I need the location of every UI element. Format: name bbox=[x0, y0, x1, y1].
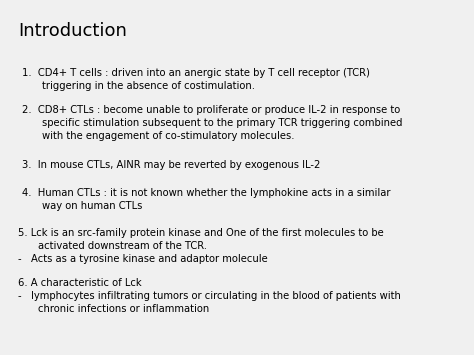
Text: 5. Lck is an src-family protein kinase and One of the first molecules to be: 5. Lck is an src-family protein kinase a… bbox=[18, 228, 384, 238]
Text: specific stimulation subsequent to the primary TCR triggering combined: specific stimulation subsequent to the p… bbox=[42, 118, 402, 128]
Text: chronic infections or inflammation: chronic infections or inflammation bbox=[38, 304, 209, 314]
Text: 2.  CD8+ CTLs : become unable to proliferate or produce IL-2 in response to: 2. CD8+ CTLs : become unable to prolifer… bbox=[22, 105, 400, 115]
Text: 3.  In mouse CTLs, AINR may be reverted by exogenous IL-2: 3. In mouse CTLs, AINR may be reverted b… bbox=[22, 160, 320, 170]
Text: with the engagement of co-stimulatory molecules.: with the engagement of co-stimulatory mo… bbox=[42, 131, 294, 141]
Text: -   Acts as a tyrosine kinase and adaptor molecule: - Acts as a tyrosine kinase and adaptor … bbox=[18, 254, 268, 264]
Text: 1.  CD4+ T cells : driven into an anergic state by T cell receptor (TCR): 1. CD4+ T cells : driven into an anergic… bbox=[22, 68, 370, 78]
Text: 4.  Human CTLs : it is not known whether the lymphokine acts in a similar: 4. Human CTLs : it is not known whether … bbox=[22, 188, 391, 198]
Text: activated downstream of the TCR.: activated downstream of the TCR. bbox=[38, 241, 207, 251]
Text: Introduction: Introduction bbox=[18, 22, 127, 40]
Text: way on human CTLs: way on human CTLs bbox=[42, 201, 142, 211]
Text: -   lymphocytes infiltrating tumors or circulating in the blood of patients with: - lymphocytes infiltrating tumors or cir… bbox=[18, 291, 401, 301]
Text: triggering in the absence of costimulation.: triggering in the absence of costimulati… bbox=[42, 81, 255, 91]
Text: 6. A characteristic of Lck: 6. A characteristic of Lck bbox=[18, 278, 142, 288]
